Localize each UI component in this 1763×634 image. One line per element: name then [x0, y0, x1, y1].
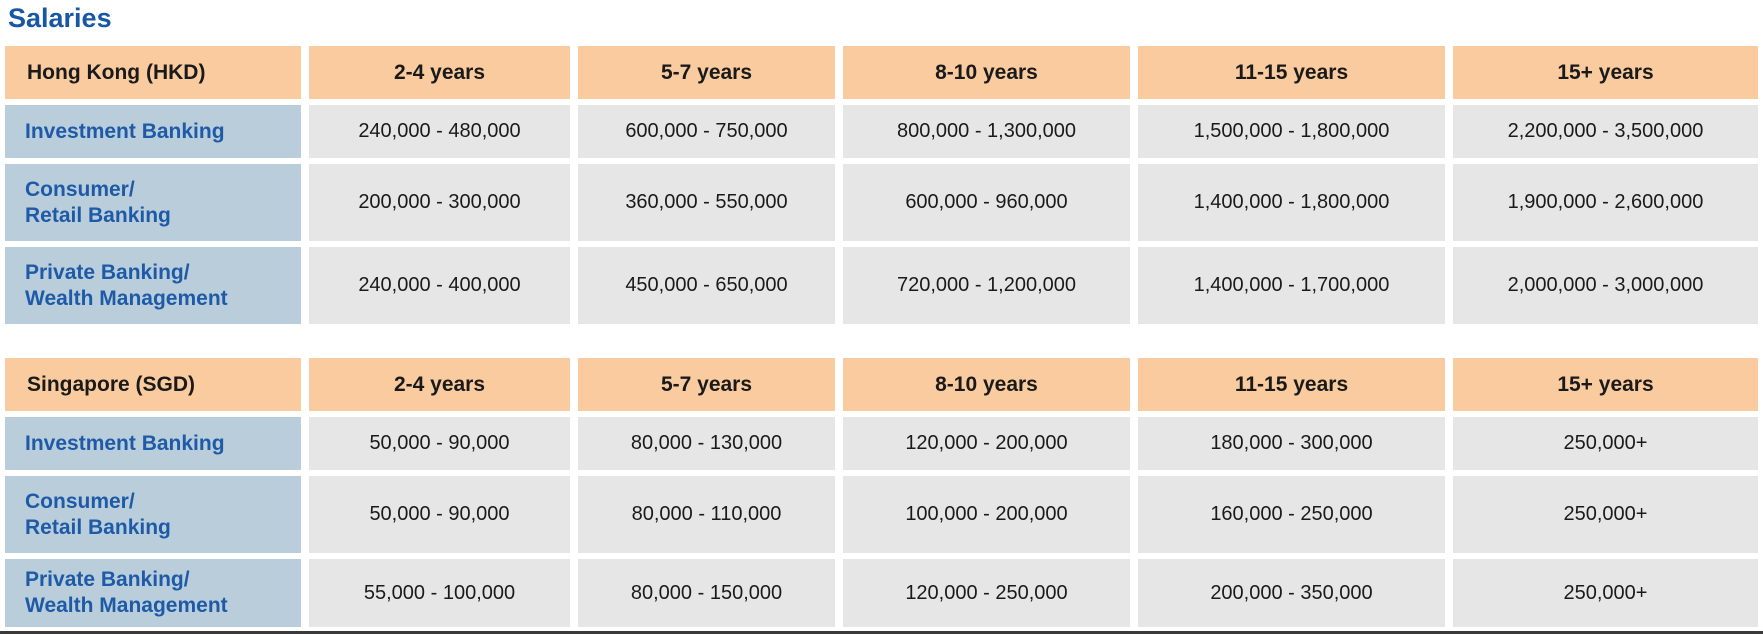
row-label-consumer-retail-banking: Consumer/ Retail Banking: [5, 476, 301, 553]
salary-range-cell: 120,000 - 250,000: [843, 559, 1130, 627]
column-header-11-15-years: 11-15 years: [1138, 358, 1445, 411]
row-label-consumer-retail-banking: Consumer/ Retail Banking: [5, 164, 301, 241]
column-header-8-10-years: 8-10 years: [843, 358, 1130, 411]
bottom-divider-line: [0, 631, 1763, 634]
salary-range-cell: 200,000 - 350,000: [1138, 559, 1445, 627]
column-header-5-7-years: 5-7 years: [578, 46, 835, 99]
salary-range-cell: 55,000 - 100,000: [309, 559, 570, 627]
row-label-private-banking-wealth-management: Private Banking/ Wealth Management: [5, 559, 301, 627]
salary-range-cell: 600,000 - 750,000: [578, 105, 835, 158]
salary-range-cell: 1,900,000 - 2,600,000: [1453, 164, 1758, 241]
salary-range-cell: 450,000 - 650,000: [578, 247, 835, 324]
column-header-15-plus-years: 15+ years: [1453, 358, 1758, 411]
hong-kong-salary-table: Hong Kong (HKD) 2-4 years 5-7 years 8-10…: [5, 46, 1763, 324]
column-header-15-plus-years: 15+ years: [1453, 46, 1758, 99]
salary-range-cell: 800,000 - 1,300,000: [843, 105, 1130, 158]
salary-range-cell: 180,000 - 300,000: [1138, 417, 1445, 470]
region-header-singapore: Singapore (SGD): [5, 358, 301, 411]
row-label-investment-banking: Investment Banking: [5, 417, 301, 470]
column-header-2-4-years: 2-4 years: [309, 46, 570, 99]
salary-range-cell: 50,000 - 90,000: [309, 476, 570, 553]
salary-range-cell: 1,400,000 - 1,700,000: [1138, 247, 1445, 324]
salary-range-cell: 2,000,000 - 3,000,000: [1453, 247, 1758, 324]
salary-range-cell: 200,000 - 300,000: [309, 164, 570, 241]
row-label-private-banking-wealth-management: Private Banking/ Wealth Management: [5, 247, 301, 324]
salary-range-cell: 250,000+: [1453, 476, 1758, 553]
salary-range-cell: 250,000+: [1453, 417, 1758, 470]
salary-range-cell: 160,000 - 250,000: [1138, 476, 1445, 553]
salary-range-cell: 120,000 - 200,000: [843, 417, 1130, 470]
salary-range-cell: 80,000 - 150,000: [578, 559, 835, 627]
region-header-hong-kong: Hong Kong (HKD): [5, 46, 301, 99]
salary-range-cell: 240,000 - 400,000: [309, 247, 570, 324]
salary-range-cell: 600,000 - 960,000: [843, 164, 1130, 241]
salary-range-cell: 720,000 - 1,200,000: [843, 247, 1130, 324]
page-title: Salaries: [8, 3, 112, 33]
column-header-5-7-years: 5-7 years: [578, 358, 835, 411]
salary-range-cell: 50,000 - 90,000: [309, 417, 570, 470]
salary-range-cell: 2,200,000 - 3,500,000: [1453, 105, 1758, 158]
salary-range-cell: 1,500,000 - 1,800,000: [1138, 105, 1445, 158]
singapore-salary-table: Singapore (SGD) 2-4 years 5-7 years 8-10…: [5, 358, 1763, 627]
salary-range-cell: 80,000 - 110,000: [578, 476, 835, 553]
column-header-8-10-years: 8-10 years: [843, 46, 1130, 99]
column-header-2-4-years: 2-4 years: [309, 358, 570, 411]
salary-range-cell: 250,000+: [1453, 559, 1758, 627]
salary-range-cell: 360,000 - 550,000: [578, 164, 835, 241]
salary-range-cell: 100,000 - 200,000: [843, 476, 1130, 553]
salary-range-cell: 240,000 - 480,000: [309, 105, 570, 158]
row-label-investment-banking: Investment Banking: [5, 105, 301, 158]
column-header-11-15-years: 11-15 years: [1138, 46, 1445, 99]
salary-range-cell: 1,400,000 - 1,800,000: [1138, 164, 1445, 241]
salary-range-cell: 80,000 - 130,000: [578, 417, 835, 470]
